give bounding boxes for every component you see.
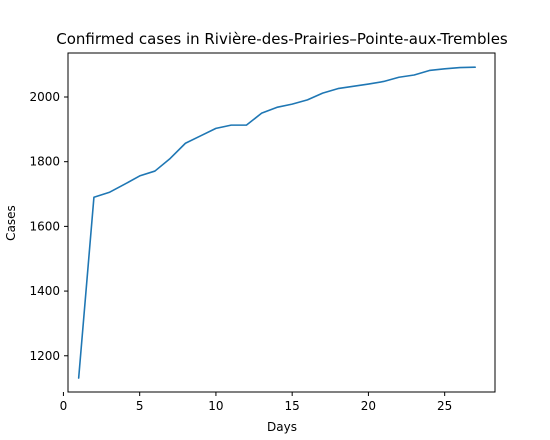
y-tick-label: 1400 xyxy=(29,284,60,298)
x-tick-label: 0 xyxy=(60,399,68,413)
x-tick-label: 15 xyxy=(285,399,300,413)
x-axis: 0 5 10 15 20 25 xyxy=(60,392,453,413)
series-layer xyxy=(79,67,476,378)
x-axis-label: Days xyxy=(267,420,297,434)
x-tick-label: 25 xyxy=(437,399,452,413)
x-tick-label: 5 xyxy=(136,399,144,413)
series-line-0 xyxy=(79,67,476,378)
x-tick-label: 20 xyxy=(361,399,376,413)
y-tick-label: 1600 xyxy=(29,219,60,233)
y-tick-label: 2000 xyxy=(29,90,60,104)
y-axis-label: Cases xyxy=(4,205,18,241)
x-tick-label: 10 xyxy=(208,399,223,413)
plot-frame xyxy=(68,53,495,392)
y-tick-label: 1200 xyxy=(29,349,60,363)
y-axis: 1200 1400 1600 1800 2000 xyxy=(29,90,68,363)
y-tick-label: 1800 xyxy=(29,155,60,169)
chart-title: Confirmed cases in Rivière-des-Prairies–… xyxy=(56,30,508,48)
